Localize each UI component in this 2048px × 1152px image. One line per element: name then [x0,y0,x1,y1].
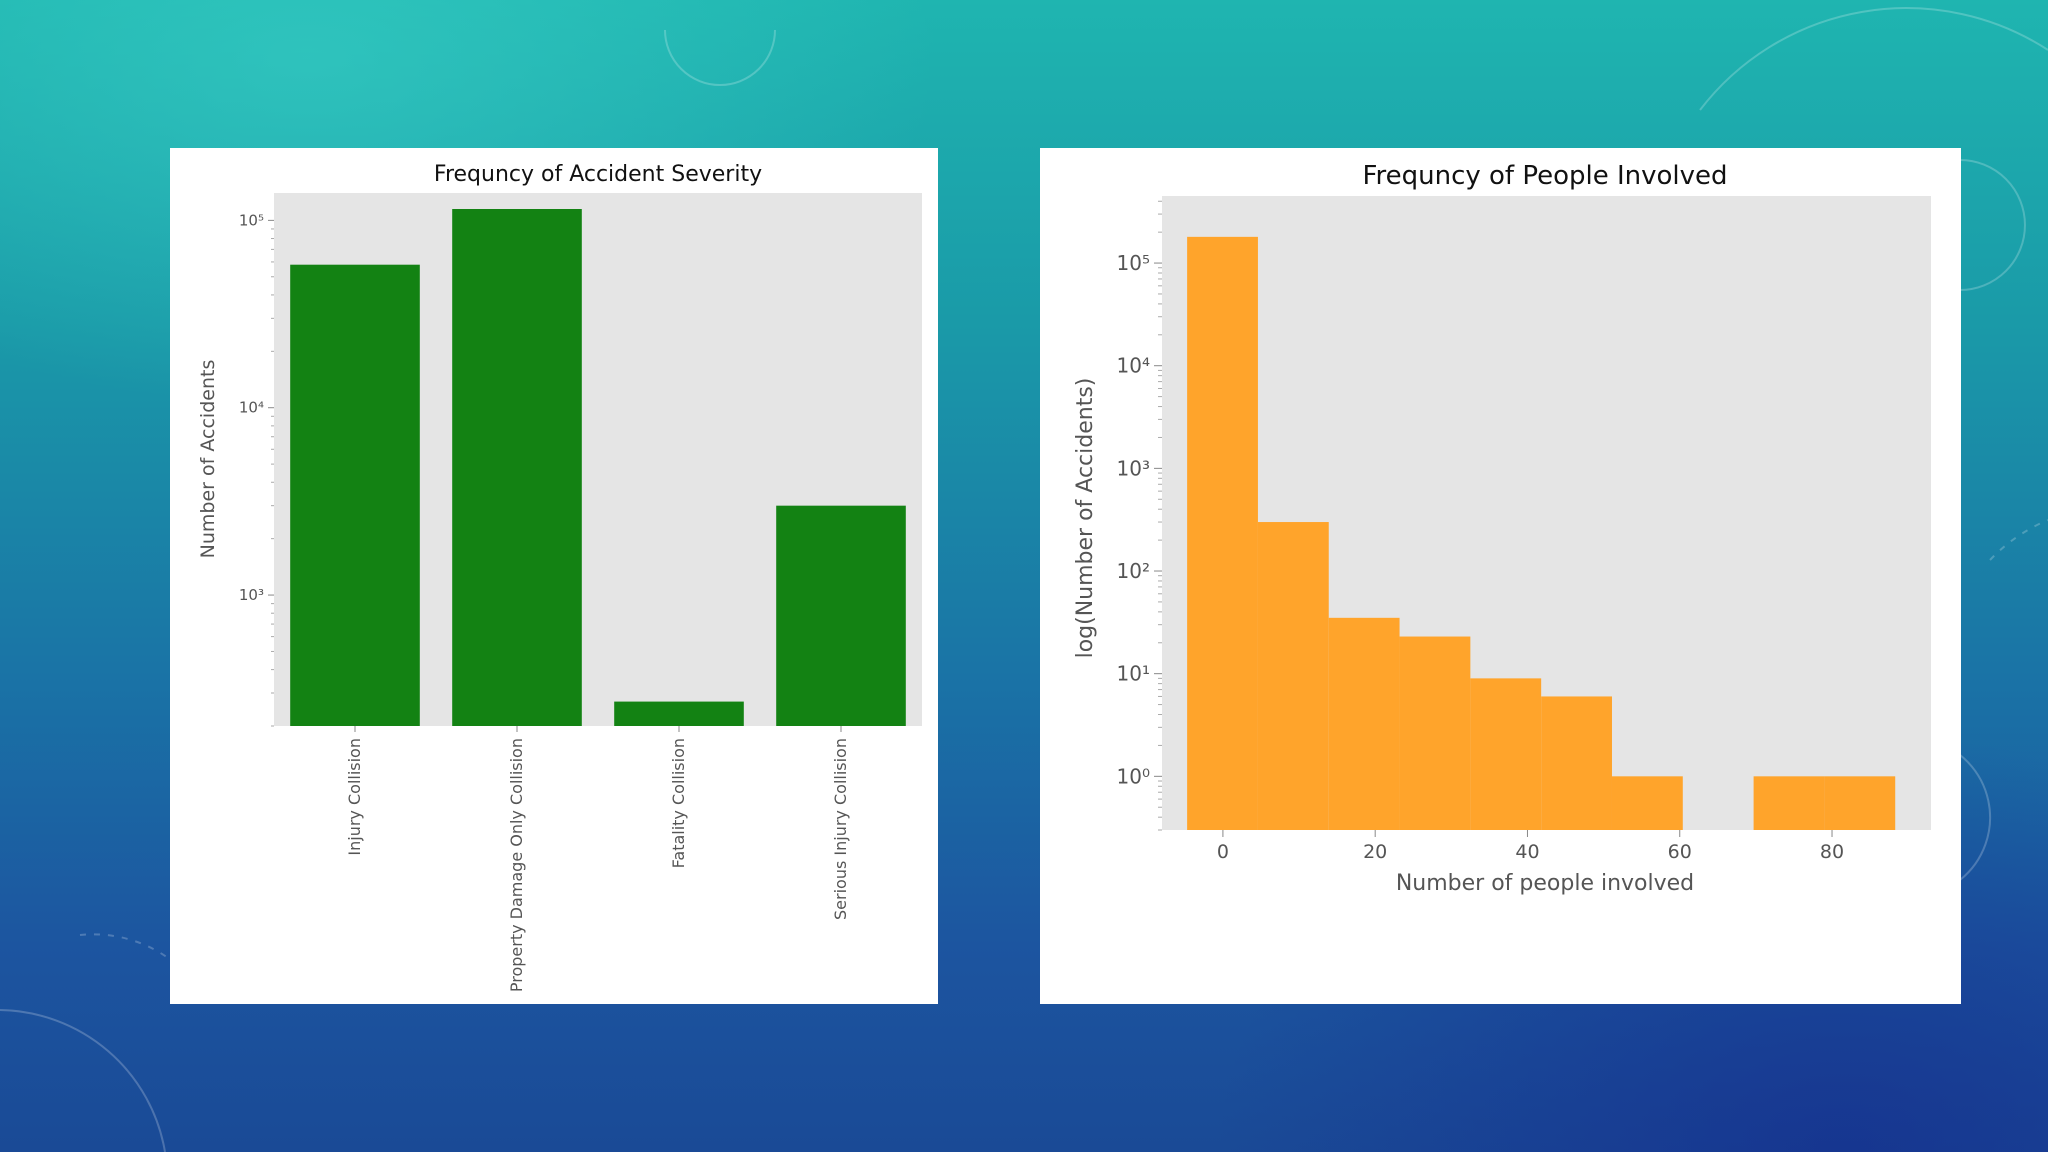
histogram-bar [1187,236,1258,830]
x-tick-label: 60 [1668,841,1692,863]
histogram-bar [1328,617,1400,830]
y-tick-label: 10¹ [1117,662,1150,686]
x-axis-label: Number of people involved [1396,871,1694,896]
y-tick-label: 10⁰ [1117,764,1150,788]
histogram-people-involved: Frequncy of People Involved 10⁰ 10¹ 10² 10³… [1073,161,1931,896]
chart-panel-accident-severity: Frequncy of Accident Severity 10³ 10⁴ 10⁵ … [170,148,938,1004]
chart-title: Frequncy of People Involved [1362,161,1727,191]
bar-chart-accident-severity: Frequncy of Accident Severity 10³10⁴10⁵ … [197,162,922,992]
x-tick-label: 80 [1820,841,1844,863]
y-axis-label: log(Number of Accidents) [1073,378,1098,659]
histogram-bar [1470,678,1542,830]
y-tick-label: 10³ [1117,456,1150,480]
y-tick-label: 10⁴ [1117,354,1150,378]
x-tick-label: 0 [1217,841,1229,863]
histogram-bar [1611,776,1683,830]
bar [290,264,420,726]
y-tick-label: 10⁵ [239,211,264,229]
y-tick-label: 10⁵ [1117,251,1150,275]
x-tick-label: Property Damage Only Collision [507,738,526,992]
y-tick-label: 10³ [239,586,264,604]
histogram-bar [1753,776,1825,830]
chart-panel-people-involved: Frequncy of People Involved 10⁰ 10¹ 10² 10³… [1040,148,1961,1004]
x-tick-label: Injury Collision [345,738,364,856]
histogram-bar [1541,696,1612,830]
x-tick-label: 20 [1363,841,1387,863]
bar [452,209,582,727]
bar [776,505,906,726]
x-tick-label: Serious Injury Collision [831,738,850,920]
histogram-bar [1399,636,1471,830]
y-tick-label: 10⁴ [239,399,264,417]
histogram-bar [1824,776,1896,830]
y-axis-label: Number of Accidents [197,360,219,559]
y-tick-label: 10² [1117,559,1150,583]
histogram-bar [1257,522,1329,830]
chart-title: Frequncy of Accident Severity [434,162,762,187]
x-tick-label: 40 [1515,841,1539,863]
bar [614,701,744,726]
x-tick-label: Fatality Collision [669,738,688,868]
